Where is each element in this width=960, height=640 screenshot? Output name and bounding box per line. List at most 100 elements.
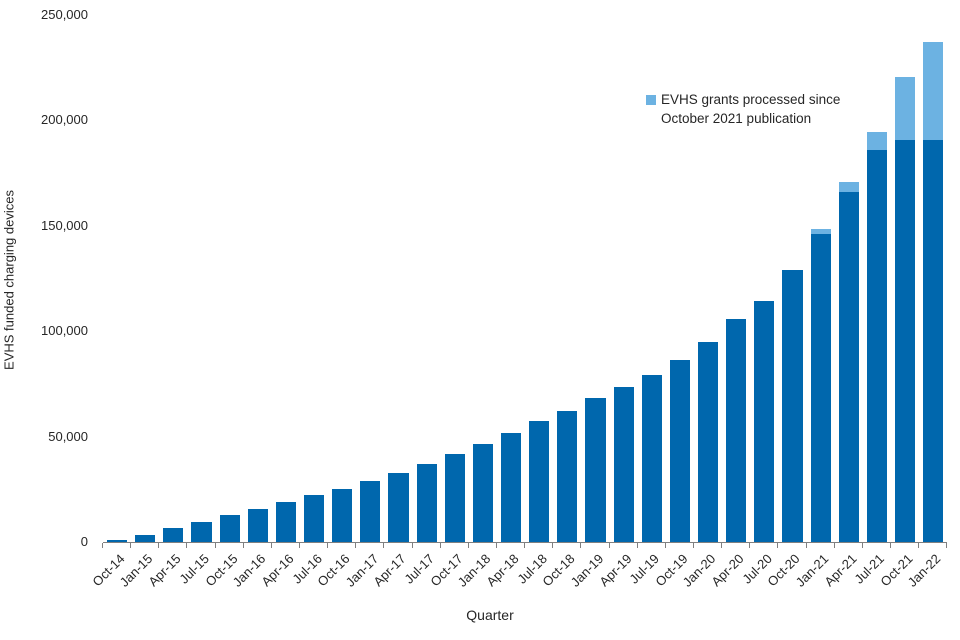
x-axis-tick — [242, 543, 244, 548]
bar-stack — [529, 421, 550, 542]
x-axis-tick — [692, 543, 694, 548]
bar-slot: Jul-21 — [852, 15, 891, 587]
bar-segment-light — [838, 182, 859, 193]
bar-segment-dark — [697, 341, 719, 542]
x-axis-tick — [524, 543, 526, 548]
bar-segment-dark — [275, 501, 296, 542]
plot-area: Oct-14 Jan-15 Apr-15 Jul-15 Oct-15 Jan-16 Apr-… — [89, 15, 948, 590]
bar-slot: Jan-17 — [342, 15, 384, 590]
bar-slot: Apr-20 — [709, 15, 750, 589]
bar-stack — [641, 374, 662, 542]
bar-stack — [697, 341, 719, 542]
bar-segment-dark — [641, 374, 662, 542]
x-axis-tick — [608, 543, 610, 548]
bar-stack — [472, 443, 493, 542]
bar-slot: Oct-21 — [877, 15, 919, 589]
bar-stack — [303, 494, 325, 542]
x-axis-tick — [495, 543, 497, 548]
bar-segment-dark — [810, 233, 831, 542]
x-axis-tick — [270, 543, 272, 548]
bar-segment-dark — [191, 521, 212, 542]
bar-slot: Jul-15 — [176, 15, 215, 587]
bar-segment-dark — [163, 528, 184, 542]
x-axis-tick — [130, 543, 132, 548]
y-tick-label: 250,000 — [41, 7, 88, 22]
bar-slot: Apr-16 — [258, 15, 300, 589]
bar-segment-dark — [360, 481, 381, 542]
bar-slot: Oct-16 — [315, 15, 356, 589]
bar-segment-dark — [416, 463, 437, 542]
bar-segment-dark — [219, 515, 240, 542]
x-axis-tick — [946, 543, 948, 548]
x-axis-tick — [186, 543, 188, 548]
bar-stack — [810, 228, 831, 542]
bar-segment-dark — [332, 489, 353, 542]
bar-slot: Apr-19 — [596, 15, 638, 589]
bar-slot: Oct-15 — [202, 15, 244, 589]
legend: EVHS grants processed since October 2021… — [646, 90, 840, 128]
x-axis-tick — [833, 543, 835, 548]
bar-segment-dark — [529, 421, 550, 542]
bar-segment-dark — [303, 494, 325, 542]
bar-slot: Jul-16 — [289, 15, 328, 587]
bar-segment-dark — [247, 509, 268, 542]
bar-segment-dark — [726, 318, 747, 542]
bar-segment-light — [810, 228, 831, 234]
x-axis-tick — [327, 543, 329, 548]
bar-stack — [247, 509, 268, 542]
bar-segment-dark — [669, 359, 690, 542]
bar-stack — [500, 432, 522, 542]
bar-slot: Jan-16 — [230, 15, 272, 590]
x-axis-tick — [467, 543, 469, 548]
bar-slot: Jan-22 — [905, 15, 948, 590]
bar-stack — [388, 472, 409, 542]
x-axis-tick — [861, 543, 863, 548]
bar-stack — [557, 410, 578, 542]
bar-segment-dark — [585, 397, 606, 542]
bar-segment-dark — [838, 192, 859, 542]
y-tick-label: 100,000 — [41, 323, 88, 339]
bar-stack — [613, 387, 634, 542]
bar-stack — [894, 77, 916, 542]
x-axis-tick — [355, 543, 357, 548]
bar-segment-dark — [388, 472, 409, 542]
x-axis-tick — [552, 543, 554, 548]
bar-slot: Oct-20 — [765, 15, 806, 589]
bar-slot: Oct-14 — [89, 15, 131, 589]
bar-slot: Jul-19 — [627, 15, 666, 587]
x-axis-tick — [664, 543, 666, 548]
bar-slot: Apr-18 — [483, 15, 525, 589]
bar-slot: Apr-15 — [146, 15, 187, 589]
bar-slot: Oct-19 — [652, 15, 694, 589]
bar-segment-dark — [782, 270, 803, 542]
bar-stack — [107, 539, 128, 542]
bar-segment-dark — [894, 140, 916, 542]
bar-slot: Oct-18 — [540, 15, 581, 589]
bar-segment-dark — [866, 149, 887, 542]
x-axis-tick — [805, 543, 807, 548]
x-axis-tick — [298, 543, 300, 548]
bar-stack — [669, 359, 690, 542]
bar-slot: Jan-20 — [680, 15, 722, 590]
y-tick-label: 200,000 — [41, 112, 88, 128]
x-axis-tick — [889, 543, 891, 548]
bar-stack — [163, 528, 184, 542]
bar-stack — [838, 182, 859, 542]
y-tick-label: 0 — [80, 534, 88, 549]
x-axis-tick — [749, 543, 751, 548]
bar-segment-dark — [135, 535, 156, 542]
x-tick-label: Apr-15 — [145, 551, 184, 590]
bar-stack — [191, 521, 212, 542]
bar-slot: Jul-20 — [739, 15, 778, 587]
bar-stack — [444, 453, 465, 542]
legend-text-line1: EVHS grants processed since — [661, 92, 841, 107]
x-axis-tick — [383, 543, 385, 548]
x-axis-tick — [439, 543, 441, 548]
x-axis-tick — [158, 543, 160, 548]
bar-stack — [726, 318, 747, 542]
bar-segment-dark — [472, 443, 493, 542]
x-axis-tick — [102, 543, 103, 548]
legend-text: EVHS grants processed since October 2021… — [661, 90, 840, 128]
y-tick-label: 50,000 — [48, 428, 88, 444]
